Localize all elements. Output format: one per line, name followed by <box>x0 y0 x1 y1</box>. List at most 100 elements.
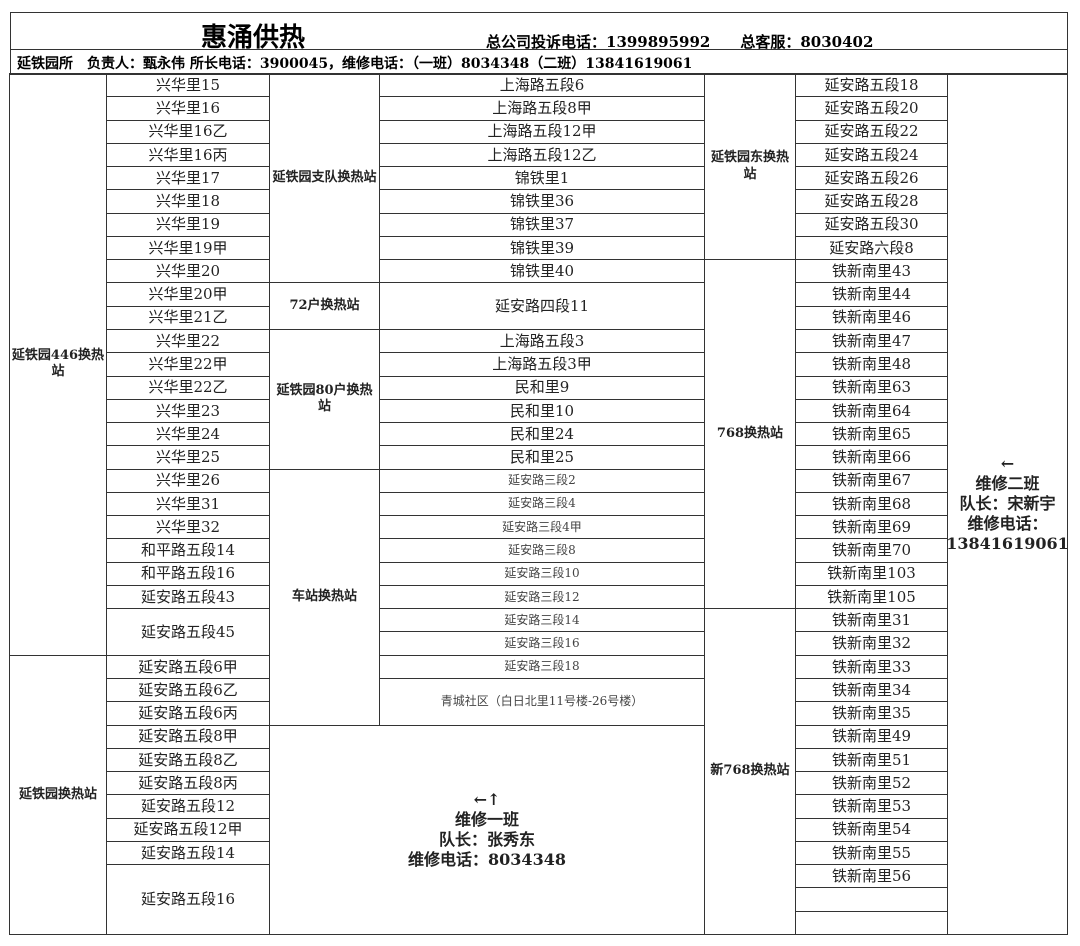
address-cell: 兴华里16 <box>106 96 270 121</box>
address-cell: 延安路五段30 <box>795 212 948 237</box>
address-cell: 兴华里22乙 <box>106 375 270 400</box>
address-cell: 民和里25 <box>379 445 705 470</box>
address-cell: 延安路五段8丙 <box>106 771 270 796</box>
address-cell: 铁新南里103 <box>795 561 948 586</box>
address-cell: 延安路五段43 <box>106 584 270 610</box>
station-cell: 车站换热站 <box>269 468 380 726</box>
team-leader: 队长：宋新宇 <box>959 493 1056 513</box>
station-cell: 延铁园东换热站 <box>704 73 796 261</box>
address-cell: 铁新南里52 <box>795 771 948 796</box>
address-cell: 铁新南里55 <box>795 840 948 866</box>
address-cell: 锦铁里39 <box>379 235 705 261</box>
station-cell: 72户换热站 <box>269 282 380 330</box>
address-cell: 铁新南里46 <box>795 305 948 330</box>
address-cell: 延安路五段22 <box>795 119 948 144</box>
address-cell: 铁新南里70 <box>795 538 948 563</box>
page-title: 惠涌供热 <box>201 23 306 53</box>
address-cell: 延安路三段8 <box>379 538 705 563</box>
address-cell: 兴华里25 <box>106 445 270 470</box>
address-cell: 兴华里22 <box>106 328 270 354</box>
address-cell <box>795 910 948 935</box>
address-cell: 铁新南里105 <box>795 584 948 610</box>
address-cell: 延安路五段28 <box>795 189 948 214</box>
address-cell: 铁新南里67 <box>795 468 948 493</box>
address-cell: 兴华里22甲 <box>106 352 270 377</box>
address-cell: 铁新南里64 <box>795 398 948 424</box>
address-cell: 和平路五段14 <box>106 538 270 563</box>
address-cell: 延安路五段18 <box>795 73 948 98</box>
address-cell: 兴华里17 <box>106 166 270 191</box>
team-name: 维修二班 <box>975 473 1040 493</box>
address-cell: 延安路五段6丙 <box>106 701 270 726</box>
station-cell: 延铁园446换热站 <box>9 73 107 656</box>
address-cell: 铁新南里56 <box>795 864 948 889</box>
address-cell: 铁新南里69 <box>795 515 948 540</box>
address-cell: 兴华里18 <box>106 189 270 214</box>
address-cell: 兴华里19 <box>106 212 270 237</box>
address-cell: 延安路五段8乙 <box>106 747 270 773</box>
address-cell: 民和里9 <box>379 375 705 400</box>
address-cell: 兴华里32 <box>106 515 270 540</box>
address-cell: 铁新南里43 <box>795 259 948 284</box>
address-cell: 延安路三段16 <box>379 631 705 656</box>
address-cell: 铁新南里54 <box>795 817 948 842</box>
address-cell: 延安路三段12 <box>379 584 705 610</box>
station-cell: 延铁园支队换热站 <box>269 73 380 284</box>
address-cell: 民和里10 <box>379 398 705 424</box>
team-leader: 队长：张秀东 <box>438 829 535 849</box>
address-cell: 延安路五段12甲 <box>106 817 270 842</box>
address-cell: 上海路五段12甲 <box>379 119 705 144</box>
team-phone: 13841619061 <box>946 533 1069 553</box>
address-cell: 铁新南里65 <box>795 422 948 447</box>
station-cell: 新768换热站 <box>704 608 796 935</box>
info-row: 延铁园所 负责人：甄永伟 所长电话：3900045，维修电话：（一班）80343… <box>10 49 1068 75</box>
arrow-icon: ← <box>1000 453 1015 473</box>
address-cell: 青城社区（白日北里11号楼-26号楼） <box>379 678 705 726</box>
address-cell: 铁新南里47 <box>795 328 948 354</box>
address-cell: 锦铁里37 <box>379 212 705 237</box>
address-cell: 铁新南里35 <box>795 701 948 726</box>
address-cell <box>795 887 948 912</box>
address-cell: 延安路三段14 <box>379 608 705 633</box>
address-cell: 延安路三段10 <box>379 561 705 586</box>
address-cell: 兴华里26 <box>106 468 270 493</box>
address-cell: 上海路五段3甲 <box>379 352 705 377</box>
address-cell: 延安路五段24 <box>795 142 948 168</box>
address-cell: 延安路三段2 <box>379 468 705 493</box>
address-cell: 延安路五段8甲 <box>106 724 270 749</box>
address-cell: 上海路五段8甲 <box>379 96 705 121</box>
station-cell: 768换热站 <box>704 259 796 610</box>
address-cell: 民和里24 <box>379 422 705 447</box>
address-cell: 延安路五段20 <box>795 96 948 121</box>
address-cell: 锦铁里40 <box>379 259 705 284</box>
address-cell: 兴华里20甲 <box>106 282 270 307</box>
address-cell: 铁新南里33 <box>795 654 948 680</box>
address-cell: 延安路三段18 <box>379 654 705 680</box>
address-cell: 兴华里16乙 <box>106 119 270 144</box>
address-cell: 铁新南里48 <box>795 352 948 377</box>
address-cell: 铁新南里44 <box>795 282 948 307</box>
address-cell: 兴华里20 <box>106 259 270 284</box>
address-cell: 延安路五段14 <box>106 840 270 866</box>
address-cell: 延安路五段45 <box>106 608 270 656</box>
team-name: 维修一班 <box>454 809 519 829</box>
team-phone-label: 维修电话： <box>967 513 1048 533</box>
address-cell: 兴华里24 <box>106 422 270 447</box>
hotline: 总公司投诉电话：1399895992 总客服：8030402 <box>486 33 874 51</box>
address-cell: 铁新南里53 <box>795 794 948 819</box>
address-cell: 兴华里31 <box>106 491 270 517</box>
address-cell: 延安路五段12 <box>106 794 270 819</box>
address-cell: 铁新南里34 <box>795 678 948 703</box>
address-cell: 兴华里15 <box>106 73 270 98</box>
address-cell: 延安路五段6乙 <box>106 678 270 703</box>
address-cell: 铁新南里32 <box>795 631 948 656</box>
address-cell: 延安路五段16 <box>106 864 270 935</box>
address-cell: 锦铁里1 <box>379 166 705 191</box>
station-cell: 延铁园换热站 <box>9 654 107 935</box>
address-cell: 延安路三段4甲 <box>379 515 705 540</box>
address-cell: 铁新南里66 <box>795 445 948 470</box>
address-cell: 兴华里19甲 <box>106 235 270 261</box>
address-cell: 延安路五段26 <box>795 166 948 191</box>
address-cell: 铁新南里51 <box>795 747 948 773</box>
